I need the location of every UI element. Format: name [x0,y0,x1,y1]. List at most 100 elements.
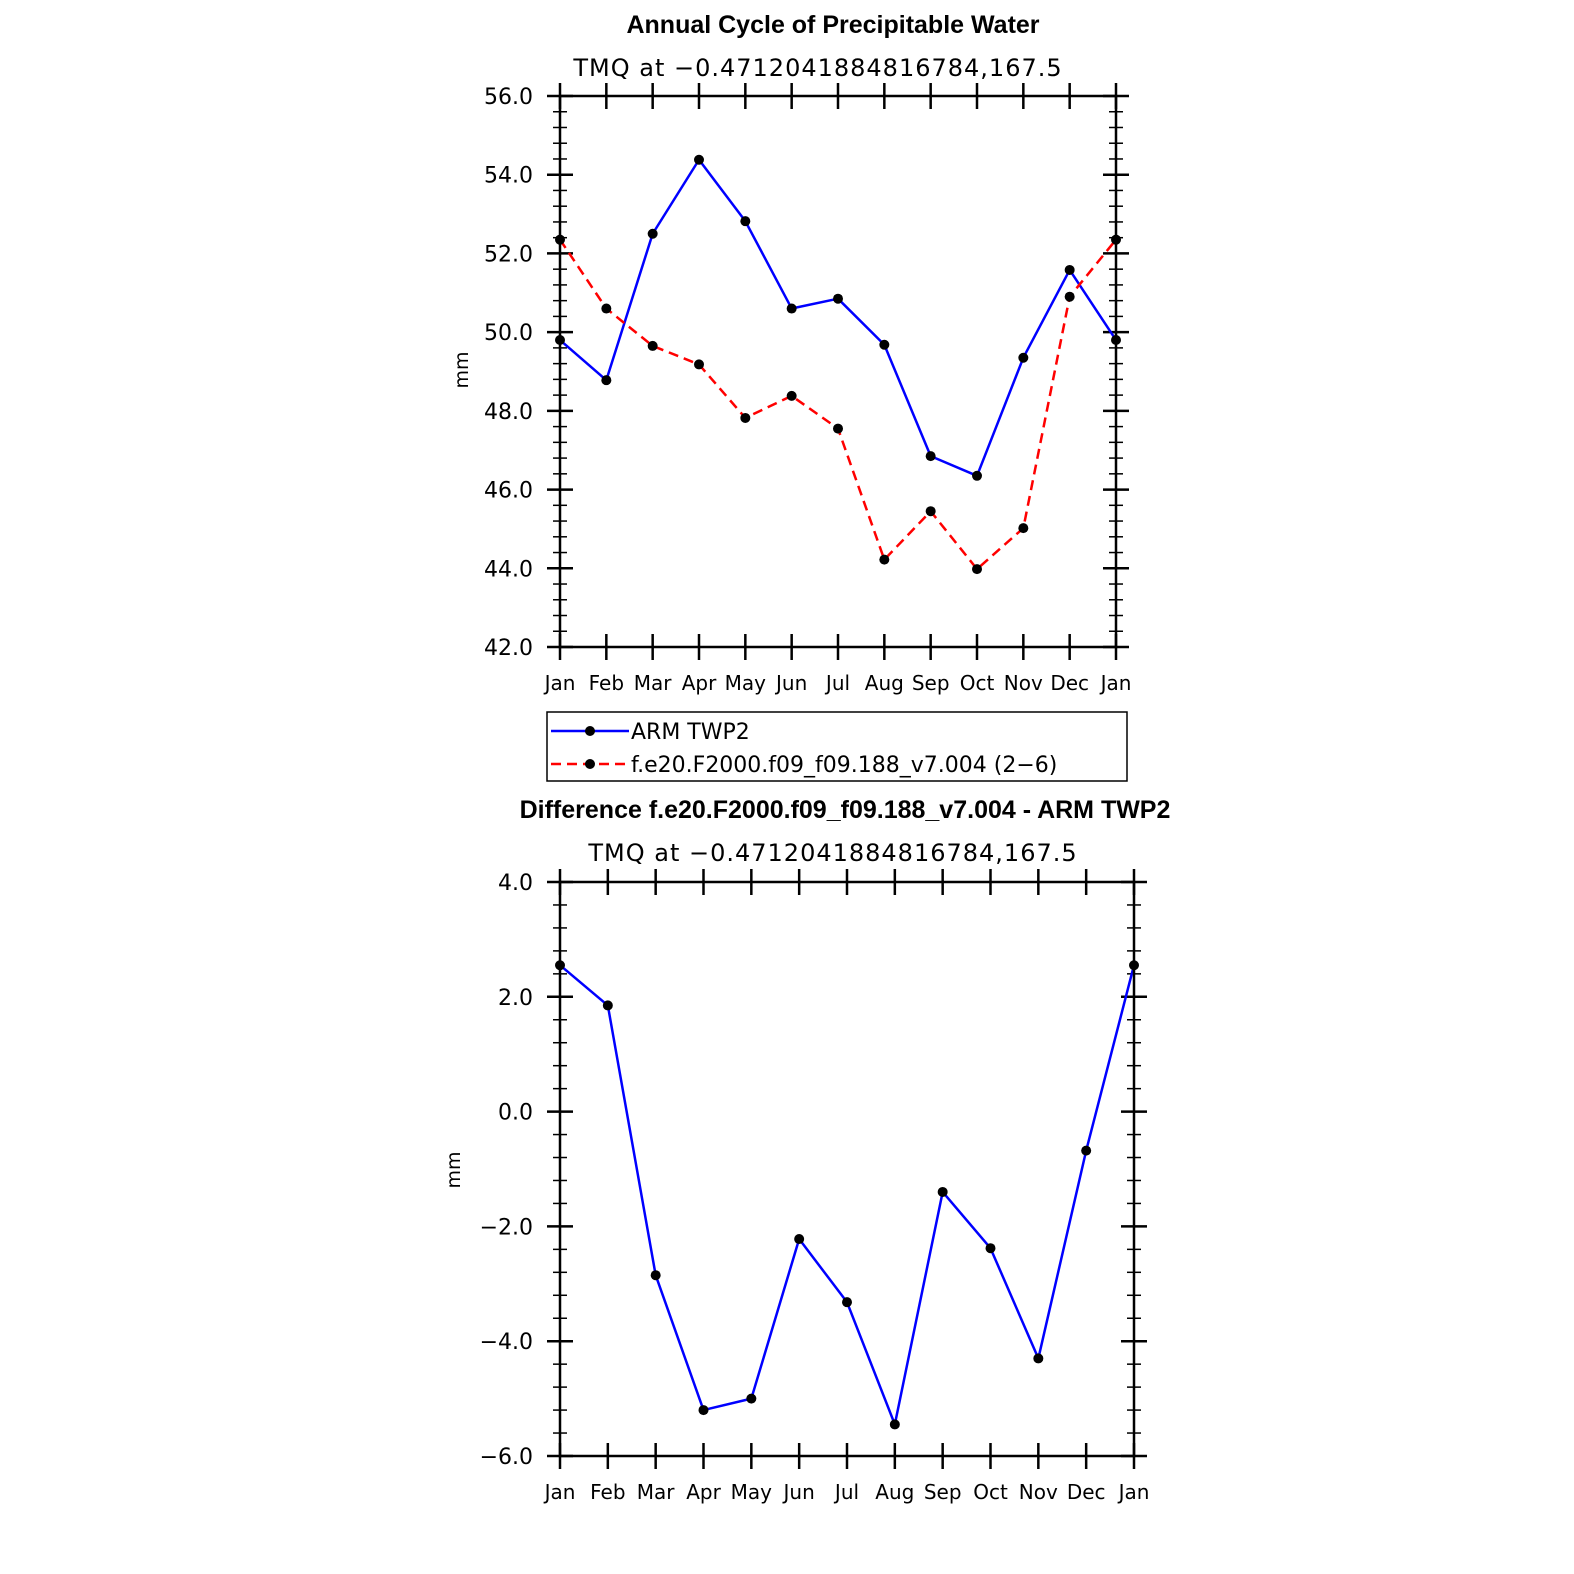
x-tick-label: Jun [774,671,807,695]
y-tick-label: −2.0 [480,1215,533,1240]
data-point-series-0 [889,1419,900,1430]
y-tick-label: 0.0 [498,1101,533,1126]
difference-plot-frame [558,880,1136,1458]
data-point-series-1 [694,359,704,370]
data-point-series-0 [794,1234,805,1245]
x-tick-label: Nov [1004,671,1043,695]
x-tick-label: Dec [1067,1480,1106,1504]
data-point-series-0 [937,1186,948,1197]
difference-panel: Difference f.e20.F2000.f09_f09.188_v7.00… [443,796,1170,1504]
data-point-series-1 [833,423,843,434]
x-tick-label: Oct [960,671,995,695]
data-point-series-0 [972,470,982,481]
data-point-series-1 [972,564,982,575]
annual-cycle-panel: Annual Cycle of Precipitable Water TMQ a… [451,11,1131,695]
annual-cycle-plot-frame [558,94,1118,649]
y-tick-label: 48.0 [484,400,533,425]
difference-title: Difference f.e20.F2000.f09_f09.188_v7.00… [520,796,1171,824]
x-tick-label: Jan [1099,671,1132,695]
data-point-series-1 [925,506,936,517]
x-tick-label: Oct [973,1480,1008,1504]
data-point-series-0 [602,1000,613,1011]
difference-subtitle: TMQ at −0.4712041884816784,167.5 [587,839,1077,867]
annual-cycle-series-points [555,154,1121,575]
difference-x-tick-labels: Jan Feb Mar Apr May Jun Jul Aug Sep Oct Nov Dec Jan [543,1480,1150,1504]
x-tick-label: Jun [782,1480,815,1504]
legend-item-model: f.e20.F2000.f09_f09.188_v7.004 (2−6) [551,753,1057,778]
annual-cycle-x-tick-labels: Jan Feb Mar Apr May Jun Jul Aug Sep Oct Nov Dec Jan [543,671,1132,695]
legend-swatch-marker-model [585,759,595,769]
annual-cycle-subtitle: TMQ at −0.4712041884816784,167.5 [572,54,1062,82]
data-point-series-1 [1018,523,1029,534]
annual-cycle-title: Annual Cycle of Precipitable Water [626,11,1039,39]
x-tick-label: Nov [1019,1480,1058,1504]
x-tick-label: Aug [865,671,904,695]
data-point-series-0 [694,154,704,165]
x-tick-label: Mar [634,671,673,695]
data-point-series-0 [879,339,890,350]
series-line-0 [559,964,1136,1426]
data-point-series-1 [601,303,612,314]
y-tick-label: −4.0 [480,1330,533,1355]
y-tick-label: 2.0 [498,986,533,1011]
y-tick-label: 42.0 [484,636,533,661]
annual-cycle-y-tick-labels: 42.0 44.0 46.0 48.0 50.0 52.0 54.0 56.0 [484,85,533,661]
data-point-series-0 [647,228,658,239]
x-tick-label: Jul [833,1480,859,1504]
y-tick-label: 4.0 [498,871,533,896]
data-point-series-0 [1018,352,1029,363]
data-point-series-0 [1033,1353,1044,1364]
x-tick-label: May [725,671,767,695]
legend-label-model: f.e20.F2000.f09_f09.188_v7.004 (2−6) [631,753,1057,778]
data-point-series-1 [740,412,751,423]
x-tick-label: Apr [686,1480,721,1504]
x-tick-label: Jan [543,1480,576,1504]
x-tick-label: Apr [682,671,717,695]
annual-cycle-series-lines [558,158,1118,571]
series-line-1 [558,238,1117,571]
data-point-series-0 [1081,1145,1092,1156]
legend: ARM TWP2 f.e20.F2000.f09_f09.188_v7.004 … [546,711,1128,782]
y-tick-label: 46.0 [484,479,533,504]
data-point-series-0 [1064,264,1075,275]
annual-cycle-y-axis-label: mm [451,351,473,388]
difference-series-lines [559,964,1136,1426]
legend-label-arm: ARM TWP2 [631,720,750,745]
difference-y-axis-label: mm [443,1151,465,1188]
data-point-series-0 [786,303,797,314]
data-point-series-0 [740,216,751,227]
x-tick-label: Sep [912,671,950,695]
legend-item-arm-twp2: ARM TWP2 [551,720,750,745]
data-point-series-1 [647,340,658,351]
x-tick-label: Jul [824,671,850,695]
data-point-series-0 [985,1243,996,1254]
data-point-series-0 [698,1405,709,1416]
x-tick-label: Feb [589,671,624,695]
x-tick-label: Feb [590,1480,625,1504]
legend-swatch-marker-arm [585,726,595,736]
y-tick-label: 56.0 [484,85,533,110]
data-point-series-0 [842,1297,852,1308]
y-tick-label: 54.0 [484,164,533,189]
data-point-series-0 [746,1393,757,1404]
y-tick-label: 50.0 [484,321,533,346]
data-point-series-1 [1064,291,1075,302]
x-tick-label: Mar [637,1480,676,1504]
data-point-series-0 [833,293,843,304]
x-tick-label: Jan [1117,1480,1150,1504]
data-point-series-0 [650,1270,661,1281]
difference-series-points [555,960,1139,1430]
y-tick-label: −6.0 [480,1445,533,1470]
difference-y-tick-labels: −6.0 −4.0 −2.0 0.0 2.0 4.0 [480,871,533,1470]
annual-cycle-axis-ticks [547,83,1129,660]
data-point-series-1 [879,554,890,565]
x-tick-label: Sep [924,1480,962,1504]
data-point-series-0 [601,375,612,386]
legend-box [546,711,1128,782]
data-point-series-0 [925,451,936,462]
x-tick-label: Dec [1050,671,1089,695]
y-tick-label: 52.0 [484,242,533,267]
x-tick-label: Jan [543,671,576,695]
x-tick-label: Aug [875,1480,914,1504]
